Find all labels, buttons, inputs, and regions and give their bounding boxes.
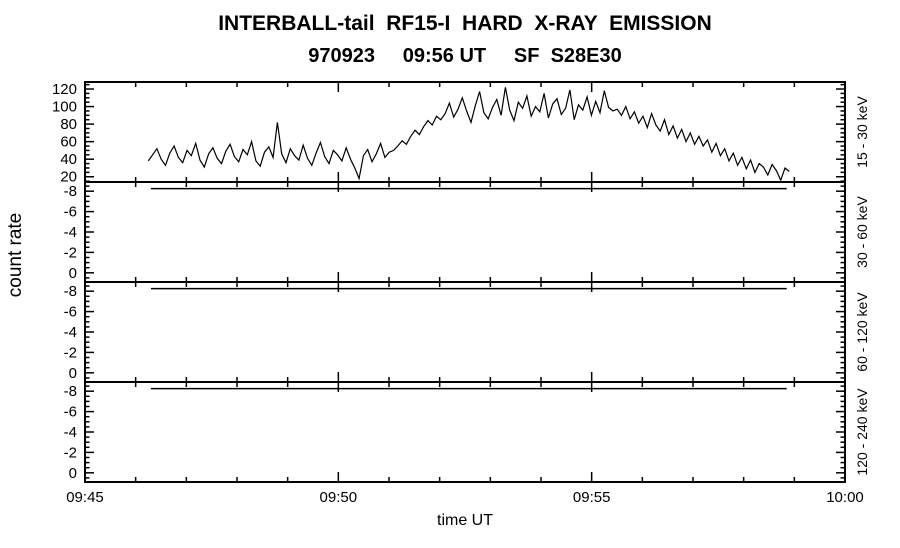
panel-frame <box>84 381 846 483</box>
y-tick-label: -4 <box>64 224 77 241</box>
panel-frame <box>84 281 846 383</box>
y-tick-label: 60 <box>60 134 77 151</box>
y-tick-label: 120 <box>52 81 77 98</box>
panel-energy-label: 15 - 30 keV <box>854 96 870 168</box>
xray-count-series <box>147 87 790 182</box>
y-tick-label: -2 <box>64 344 77 361</box>
y-tick-label: 20 <box>60 169 77 186</box>
y-tick-label: -6 <box>64 304 77 321</box>
y-tick-label: -2 <box>64 244 77 261</box>
chart-subtitle: 970923 09:56 UT SF S28E30 <box>308 45 622 67</box>
panel-ticks <box>84 82 846 182</box>
y-tick-label: -6 <box>64 404 77 421</box>
y-tick-label: -8 <box>64 383 77 400</box>
y-tick-label: 0 <box>69 465 77 482</box>
x-tick-label: 09:50 <box>320 489 358 506</box>
x-tick-label: 10:00 <box>826 489 864 506</box>
y-tick-label: -6 <box>64 204 77 221</box>
y-tick-label: -8 <box>64 183 77 200</box>
y-tick-label: -4 <box>64 324 77 341</box>
panel-ticks <box>84 382 846 482</box>
chart-title: INTERBALL-tail RF15-I HARD X-RAY EMISSIO… <box>218 12 712 35</box>
x-axis-label: time UT <box>437 512 493 529</box>
panel-frame <box>84 181 846 283</box>
panel-frame <box>84 81 846 183</box>
y-tick-label: 100 <box>52 99 77 116</box>
y-tick-label: 0 <box>69 265 77 282</box>
panel-1: 0 -2 -4 -6 -8 30 - 60 keV <box>64 181 870 283</box>
panel-3: 0 -2 -4 -6 -8 120 - 240 keV <box>64 381 870 483</box>
panel-ticks <box>84 182 846 282</box>
x-tick-label: 09:55 <box>573 489 611 506</box>
x-tick-label: 09:45 <box>66 489 104 506</box>
x-axis-tick-labels: 09:45 09:50 09:55 10:00 <box>66 489 864 506</box>
panel-energy-label: 30 - 60 keV <box>854 196 870 268</box>
y-tick-label: -8 <box>64 283 77 300</box>
panel-energy-label: 60 - 120 keV <box>854 292 870 372</box>
y-tick-label: -2 <box>64 444 77 461</box>
panel-ticks <box>84 282 846 382</box>
y-tick-label: -4 <box>64 424 77 441</box>
panel-2: 0 -2 -4 -6 -8 60 - 120 keV <box>64 281 870 383</box>
y-tick-label: 80 <box>60 116 77 133</box>
panel-energy-label: 120 - 240 keV <box>854 388 870 476</box>
y-tick-label: 40 <box>60 151 77 168</box>
y-tick-label: 0 <box>69 365 77 382</box>
